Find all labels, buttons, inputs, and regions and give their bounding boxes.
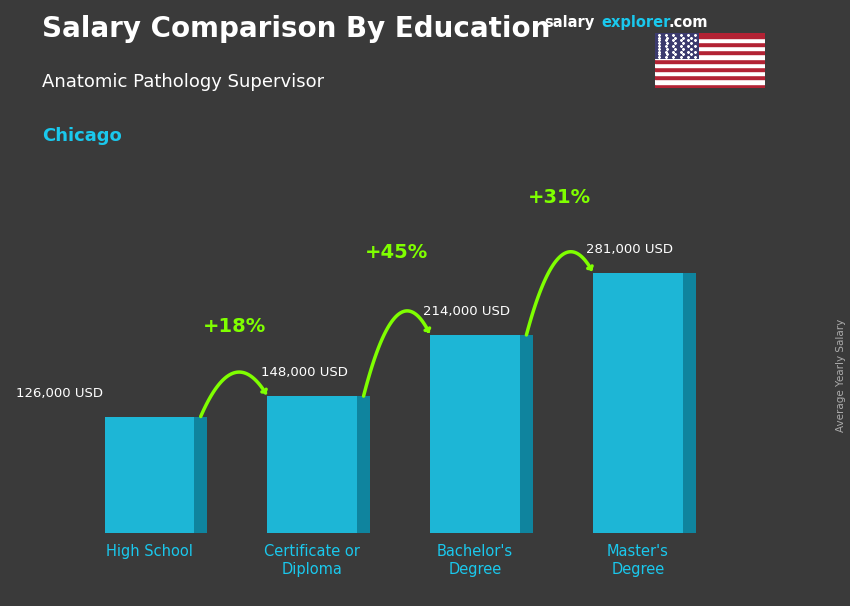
- Text: 126,000 USD: 126,000 USD: [16, 387, 104, 400]
- Bar: [430, 335, 520, 533]
- Polygon shape: [357, 396, 370, 533]
- Bar: [654, 33, 699, 59]
- Bar: [654, 75, 765, 79]
- Bar: [654, 79, 765, 84]
- Bar: [654, 62, 765, 67]
- Bar: [654, 33, 765, 38]
- Bar: [105, 416, 194, 533]
- Polygon shape: [520, 335, 533, 533]
- Text: .com: .com: [668, 15, 707, 30]
- Bar: [654, 71, 765, 75]
- Bar: [654, 42, 765, 46]
- Text: Chicago: Chicago: [42, 127, 122, 145]
- Polygon shape: [194, 416, 207, 533]
- Text: Average Yearly Salary: Average Yearly Salary: [836, 319, 846, 432]
- Text: Salary Comparison By Education: Salary Comparison By Education: [42, 15, 551, 43]
- Text: +45%: +45%: [366, 244, 428, 262]
- Polygon shape: [683, 273, 696, 533]
- Text: salary: salary: [544, 15, 594, 30]
- Bar: [268, 396, 357, 533]
- Bar: [654, 50, 765, 55]
- Text: 148,000 USD: 148,000 USD: [261, 367, 348, 379]
- Bar: [654, 46, 765, 50]
- Bar: [654, 67, 765, 71]
- Bar: [654, 84, 765, 88]
- Text: +31%: +31%: [528, 188, 592, 207]
- Text: 281,000 USD: 281,000 USD: [586, 243, 673, 256]
- Bar: [654, 38, 765, 42]
- Bar: [593, 273, 683, 533]
- Bar: [654, 55, 765, 59]
- Text: +18%: +18%: [202, 317, 266, 336]
- Text: Anatomic Pathology Supervisor: Anatomic Pathology Supervisor: [42, 73, 325, 91]
- Text: 214,000 USD: 214,000 USD: [423, 305, 511, 318]
- Bar: [654, 59, 765, 62]
- Text: explorer: explorer: [602, 15, 672, 30]
